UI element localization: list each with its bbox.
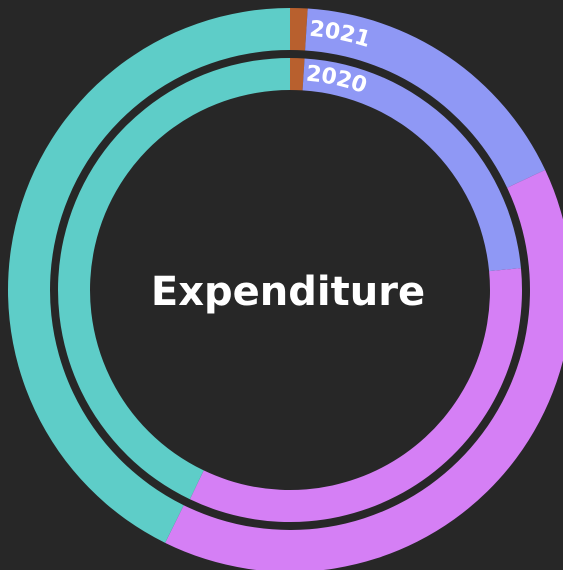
rings: [8, 8, 563, 570]
donut-segment: [305, 8, 546, 188]
chart-title: Expenditure: [151, 269, 425, 315]
donut-segment: [8, 8, 290, 543]
donut-segment: [290, 58, 305, 91]
donut-segment: [189, 268, 523, 522]
donut-segment: [165, 169, 563, 570]
donut-segment: [57, 58, 290, 500]
donut-segment: [290, 8, 308, 51]
donut-segment: [302, 58, 521, 272]
